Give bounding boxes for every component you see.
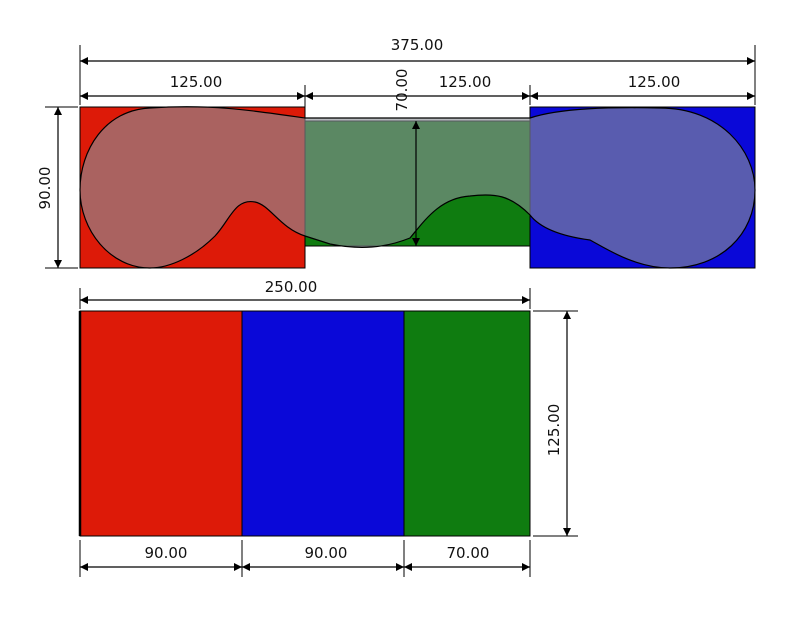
bottom-diagram: 250.00 125.00 90.00 90.00 70.00 bbox=[78, 278, 578, 577]
top-segment-2-label: 125.00 bbox=[439, 73, 492, 91]
top-overall-width-label: 375.00 bbox=[391, 36, 444, 54]
top-segment-1-label: 125.00 bbox=[170, 73, 223, 91]
bottom-overall-width-label: 250.00 bbox=[265, 278, 318, 296]
bottom-segment-1-label: 90.00 bbox=[145, 544, 188, 562]
bottom-segment-2-label: 90.00 bbox=[305, 544, 348, 562]
bottom-segment-3-label: 70.00 bbox=[447, 544, 490, 562]
bottom-blue-block bbox=[241, 310, 405, 537]
bottom-green-block bbox=[403, 310, 531, 537]
top-diagram: 375.00 125.00 125.00 125.00 90.00 70.00 bbox=[36, 36, 756, 269]
top-segment-3-label: 125.00 bbox=[628, 73, 681, 91]
bottom-red-block bbox=[79, 310, 243, 537]
top-left-height-label: 90.00 bbox=[36, 167, 54, 210]
top-middle-height-label: 70.00 bbox=[393, 69, 411, 112]
bottom-height-label: 125.00 bbox=[545, 404, 563, 457]
